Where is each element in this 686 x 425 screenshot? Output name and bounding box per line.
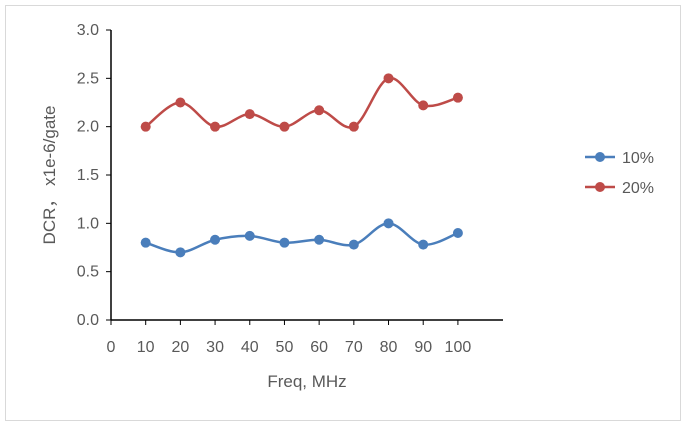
legend-marker [595, 182, 605, 192]
data-point [279, 121, 290, 132]
data-point [452, 228, 463, 238]
x-tick-label: 80 [380, 339, 398, 356]
x-tick-label: 60 [310, 339, 328, 356]
y-tick-label: 2.0 [77, 119, 99, 136]
x-tick-label: 100 [445, 339, 472, 356]
legend-label: 20% [622, 180, 654, 197]
data-point [210, 234, 221, 245]
y-tick-label: 0.0 [77, 312, 99, 329]
series-line-10% [145, 222, 459, 254]
x-tick-label: 90 [414, 339, 432, 356]
x-tick-label: 30 [206, 339, 224, 356]
data-point [348, 239, 359, 250]
data-point [244, 230, 255, 241]
y-tick-label: 0.5 [77, 264, 99, 281]
data-point [279, 237, 290, 248]
data-point [418, 100, 429, 111]
data-point [210, 121, 221, 132]
x-tick-label: 10 [137, 339, 155, 356]
legend-label: 10% [622, 150, 654, 167]
series-line-20% [144, 77, 459, 129]
data-point [244, 109, 255, 120]
data-point [383, 73, 394, 84]
data-point [140, 121, 151, 132]
y-tick-label: 1.0 [77, 215, 99, 232]
data-point [452, 92, 463, 103]
x-tick-label: 20 [171, 339, 189, 356]
data-point [175, 247, 186, 258]
chart-border [5, 5, 681, 421]
y-tick-label: 1.5 [77, 167, 99, 184]
x-tick-label: 70 [345, 339, 363, 356]
legend-marker [595, 152, 605, 162]
y-tick-label: 3.0 [77, 22, 99, 39]
data-point [175, 97, 186, 108]
data-point [418, 239, 429, 250]
x-tick-label: 0 [107, 339, 116, 356]
data-point [348, 121, 359, 132]
data-point [314, 234, 325, 245]
data-point [383, 218, 394, 229]
x-tick-label: 50 [276, 339, 294, 356]
x-tick-label: 40 [241, 339, 259, 356]
y-axis-label: DCR， x1e-6/gate [40, 106, 59, 245]
data-point [314, 105, 325, 116]
x-axis-label: Freq, MHz [267, 372, 346, 391]
y-tick-label: 2.5 [77, 70, 99, 87]
data-point [140, 237, 151, 248]
